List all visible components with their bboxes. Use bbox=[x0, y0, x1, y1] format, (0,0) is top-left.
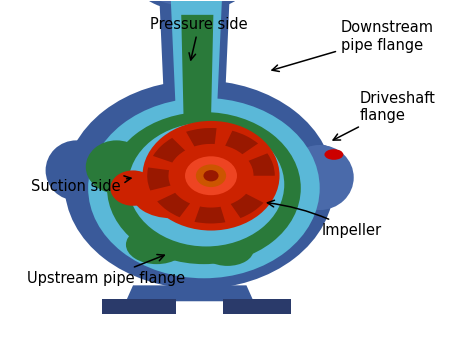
Text: Suction side: Suction side bbox=[31, 176, 131, 194]
Ellipse shape bbox=[46, 140, 107, 201]
Ellipse shape bbox=[185, 156, 237, 195]
Wedge shape bbox=[225, 131, 258, 154]
FancyBboxPatch shape bbox=[223, 300, 292, 313]
Ellipse shape bbox=[110, 170, 156, 206]
PathPatch shape bbox=[159, 0, 230, 96]
Text: Impeller: Impeller bbox=[267, 200, 382, 238]
FancyBboxPatch shape bbox=[102, 300, 175, 313]
Ellipse shape bbox=[196, 164, 226, 187]
Ellipse shape bbox=[107, 112, 301, 264]
Wedge shape bbox=[147, 168, 171, 191]
Ellipse shape bbox=[286, 145, 354, 210]
Text: Upstream pipe flange: Upstream pipe flange bbox=[27, 255, 185, 286]
Ellipse shape bbox=[201, 234, 254, 266]
Ellipse shape bbox=[143, 121, 280, 230]
Ellipse shape bbox=[128, 123, 284, 246]
Wedge shape bbox=[157, 193, 190, 217]
Text: Pressure side: Pressure side bbox=[150, 17, 248, 60]
Ellipse shape bbox=[131, 165, 211, 218]
Ellipse shape bbox=[86, 140, 147, 193]
Ellipse shape bbox=[64, 80, 334, 289]
Ellipse shape bbox=[145, 0, 239, 7]
Wedge shape bbox=[231, 194, 264, 218]
Ellipse shape bbox=[203, 170, 219, 181]
PathPatch shape bbox=[171, 1, 222, 107]
Ellipse shape bbox=[138, 0, 246, 11]
Wedge shape bbox=[248, 153, 275, 176]
Ellipse shape bbox=[280, 144, 350, 211]
PathPatch shape bbox=[181, 15, 213, 119]
Text: Downstream
pipe flange: Downstream pipe flange bbox=[272, 20, 434, 71]
Wedge shape bbox=[186, 128, 217, 146]
Ellipse shape bbox=[88, 98, 319, 278]
Text: Driveshaft
flange: Driveshaft flange bbox=[333, 91, 436, 140]
Wedge shape bbox=[153, 138, 185, 163]
Ellipse shape bbox=[324, 149, 343, 160]
Ellipse shape bbox=[126, 225, 187, 264]
Wedge shape bbox=[194, 207, 225, 223]
PathPatch shape bbox=[126, 285, 254, 301]
